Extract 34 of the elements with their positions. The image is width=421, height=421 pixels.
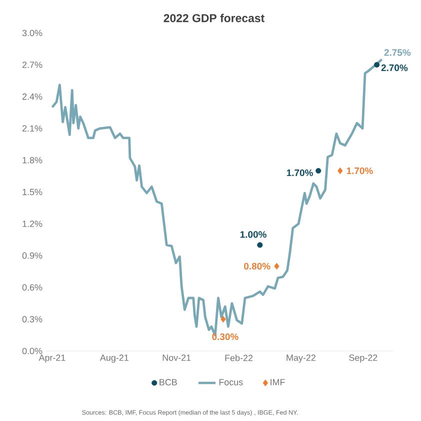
data-label: 2.70% (381, 64, 408, 72)
chart-title: 2022 GDP forecast (164, 14, 264, 22)
data-label: 1.70% (346, 167, 373, 174)
point (338, 167, 343, 174)
legend-label: IMF (270, 379, 285, 386)
data-label: 1.00% (240, 231, 266, 238)
y-tick-label: 2.4% (22, 93, 42, 100)
data-label: 2.75% (384, 49, 411, 56)
legend-label: Focus (219, 379, 243, 386)
y-tick-label: 2.1% (22, 125, 42, 132)
y-tick-label: 0.0% (22, 348, 42, 354)
x-tick-label: Apr-21 (38, 354, 66, 363)
y-tick-label: 0.6% (22, 284, 42, 291)
y-tick-label: 3.0% (22, 30, 42, 36)
y-tick-label: 2.7% (22, 62, 42, 68)
point (374, 62, 380, 68)
point (220, 316, 226, 323)
x-tick-label: May-22 (286, 354, 316, 363)
point (274, 262, 280, 270)
data-label: 0.30% (212, 333, 238, 340)
legend-label: BCB (160, 379, 177, 386)
y-tick-label: 0.3% (22, 316, 42, 322)
point (316, 168, 322, 174)
data-label: 0.80% (244, 262, 270, 270)
x-tick-label: Sep-22 (349, 354, 378, 363)
data-label: 1.70% (286, 169, 313, 176)
y-tick-label: 1.8% (22, 157, 42, 164)
y-tick-label: 1.5% (22, 188, 42, 196)
x-tick-label: Nov-21 (162, 354, 191, 361)
y-tick-label: 0.9% (22, 252, 42, 259)
x-tick-label: Feb-22 (225, 354, 253, 362)
point (257, 242, 263, 248)
y-tick-label: 1.2% (22, 220, 42, 227)
x-tick-label: Aug-21 (100, 354, 128, 363)
